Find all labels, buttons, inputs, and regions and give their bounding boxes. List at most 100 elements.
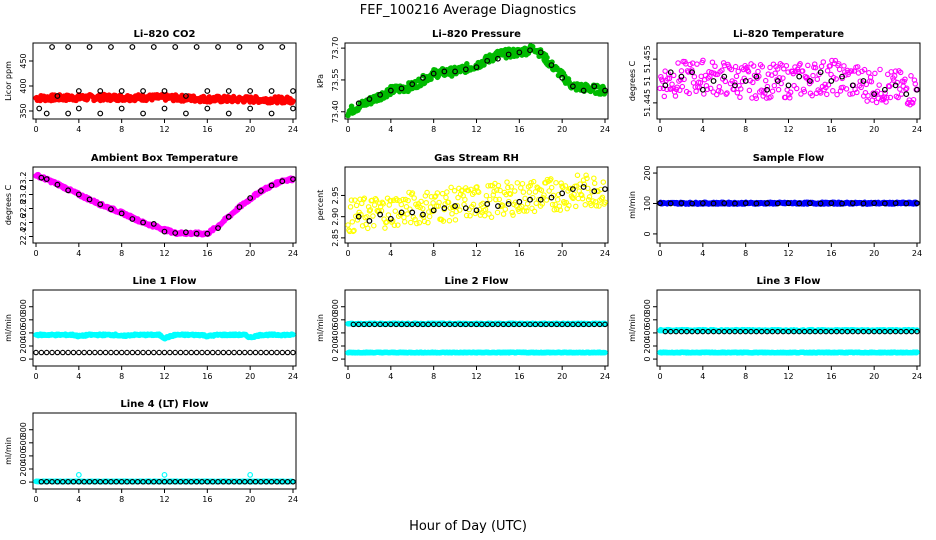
data-point xyxy=(836,66,843,73)
data-point xyxy=(785,82,792,89)
data-point xyxy=(908,73,914,79)
data-point xyxy=(575,321,581,328)
data-point xyxy=(118,478,125,485)
y-tick-label: 200 xyxy=(19,338,28,353)
data-point xyxy=(279,478,286,485)
panel-title: Li–820 Pressure xyxy=(432,29,521,40)
data-point xyxy=(177,349,184,356)
data-point xyxy=(659,78,666,84)
data-point xyxy=(65,110,72,117)
data-point xyxy=(43,478,50,485)
data-point xyxy=(75,471,82,478)
data-point xyxy=(689,67,695,73)
data-point xyxy=(769,88,776,94)
data-point xyxy=(505,198,512,205)
data-point xyxy=(247,88,254,94)
data-point xyxy=(436,321,442,328)
data-point xyxy=(145,478,152,485)
data-point xyxy=(895,94,901,101)
data-point xyxy=(849,82,856,89)
data-point xyxy=(502,206,509,212)
data-point xyxy=(602,199,608,206)
y-axis-label: degrees C xyxy=(628,60,637,101)
data-point xyxy=(558,180,564,186)
data-point xyxy=(65,478,71,485)
data-point xyxy=(909,100,916,106)
data-point xyxy=(671,72,677,79)
data-point xyxy=(854,89,860,96)
data-point xyxy=(527,321,533,328)
data-point xyxy=(865,92,871,99)
data-point xyxy=(377,91,384,98)
x-tick-label: 0 xyxy=(657,125,662,134)
y-tick-label: 200 xyxy=(643,338,652,353)
data-point xyxy=(774,200,781,207)
data-point xyxy=(667,200,674,207)
data-point xyxy=(446,218,453,224)
data-point xyxy=(908,328,915,335)
data-point xyxy=(898,328,904,335)
series-0 xyxy=(33,171,296,238)
data-point xyxy=(548,176,554,182)
data-point xyxy=(533,200,539,207)
data-point xyxy=(76,349,82,356)
data-point xyxy=(537,196,544,203)
data-point xyxy=(514,180,521,186)
data-point xyxy=(834,91,840,98)
x-tick-label: 24 xyxy=(288,249,298,258)
data-point xyxy=(483,192,490,199)
panel-title: Ambient Box Temperature xyxy=(91,153,238,164)
x-tick-label: 16 xyxy=(826,249,836,258)
data-point xyxy=(204,349,211,356)
data-point xyxy=(392,208,399,214)
data-point xyxy=(36,105,43,112)
series-0 xyxy=(345,172,608,235)
data-point xyxy=(446,321,453,328)
data-point xyxy=(914,200,920,207)
data-point xyxy=(887,94,894,101)
x-tick-label: 24 xyxy=(288,495,298,504)
data-point xyxy=(833,76,839,82)
data-point xyxy=(571,191,577,198)
data-point xyxy=(887,328,893,335)
x-tick-label: 16 xyxy=(202,495,212,504)
data-point xyxy=(566,202,572,209)
data-point xyxy=(486,211,492,217)
data-layer xyxy=(657,57,920,108)
data-point xyxy=(586,194,593,200)
x-tick-label: 12 xyxy=(159,372,169,381)
series-0 xyxy=(33,91,296,106)
data-point xyxy=(750,79,756,86)
data-point xyxy=(183,93,189,99)
data-point xyxy=(591,180,598,187)
data-point xyxy=(353,202,360,209)
data-point xyxy=(753,328,760,335)
data-point xyxy=(490,192,497,198)
y-tick-label: 73.55 xyxy=(331,68,340,91)
y-tick-label: 400 xyxy=(19,78,28,93)
data-point xyxy=(60,349,66,356)
data-point xyxy=(678,73,685,80)
data-point xyxy=(844,328,851,335)
data-point xyxy=(462,196,468,203)
data-point xyxy=(868,78,875,85)
data-point xyxy=(388,321,394,328)
data-point xyxy=(470,201,477,208)
data-point xyxy=(417,204,423,211)
data-point xyxy=(140,110,146,117)
data-point xyxy=(118,105,125,112)
data-point xyxy=(799,68,806,74)
data-point xyxy=(279,44,286,50)
data-point xyxy=(452,217,459,223)
data-point xyxy=(161,349,168,356)
data-point xyxy=(662,328,669,335)
data-point xyxy=(183,229,189,236)
data-point xyxy=(409,209,416,216)
data-point xyxy=(552,201,558,208)
data-point xyxy=(765,71,772,77)
data-point xyxy=(877,66,883,73)
x-tick-label: 24 xyxy=(600,125,610,134)
data-point xyxy=(775,328,781,335)
